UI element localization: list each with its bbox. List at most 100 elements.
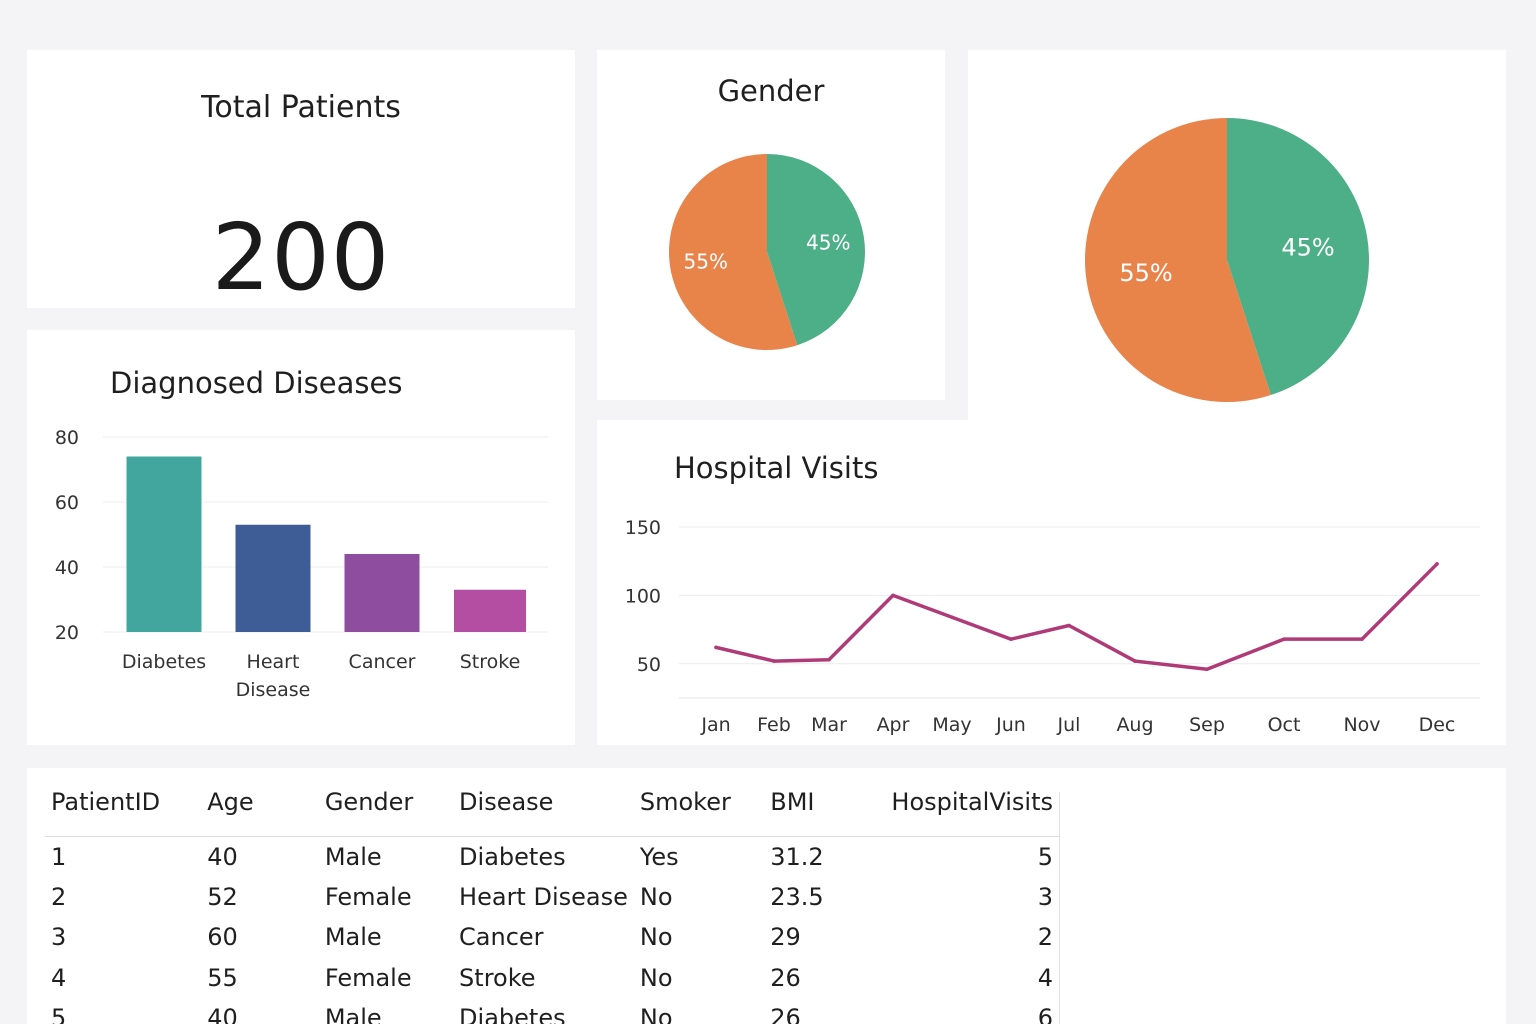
- cell-hospitalvisits: 3: [1037, 882, 1053, 911]
- gender-pie-slice-label: 45%: [806, 230, 850, 254]
- gender-large-pie-chart: 45% 55%: [1085, 118, 1369, 402]
- cell-gender: Male: [324, 923, 382, 952]
- bar-chart-x-label: Stroke: [460, 651, 521, 673]
- bar-chart-x-label: Diabetes: [122, 651, 206, 673]
- hospital-visits-point: [891, 593, 895, 598]
- table-header-row: PatientID Age Gender Disease Smoker BMI …: [45, 768, 1059, 837]
- column-header-patientid[interactable]: PatientID: [45, 768, 202, 837]
- column-header-gender[interactable]: Gender: [318, 768, 454, 837]
- cell-bmi: 26: [770, 1004, 801, 1024]
- cell-bmi: 31.2: [770, 842, 824, 871]
- cell-bmi: 23.5: [770, 882, 824, 911]
- hospital-visits-line-chart: 50 100 150 Jan Feb Mar Apr May Jun Jul Aug Sep Oct No…: [625, 517, 1480, 736]
- table-row[interactable]: 5 40 Male Diabetes No 26 6: [45, 998, 1059, 1024]
- cell-age: 40: [207, 1004, 238, 1024]
- gender-pie-slice: [767, 154, 866, 346]
- line-chart-x-label: Apr: [877, 714, 910, 736]
- line-chart-x-label: Jul: [1057, 714, 1081, 736]
- total-patients-card: Total Patients 200: [27, 50, 575, 308]
- bar-heart-disease: [235, 524, 311, 632]
- cell-patientid: 2: [51, 882, 67, 911]
- line-chart-x-label: Aug: [1116, 714, 1153, 736]
- bar-chart-x-label: Heart: [247, 651, 300, 673]
- hospital-visits-point: [1133, 659, 1137, 663]
- bar-chart-x-label: Disease: [236, 679, 311, 701]
- line-chart-x-label: Dec: [1419, 714, 1456, 736]
- column-header-age[interactable]: Age: [201, 768, 319, 837]
- bar-stroke: [454, 589, 526, 632]
- hospital-visits-point: [1067, 623, 1071, 628]
- column-header-bmi[interactable]: BMI: [764, 768, 873, 837]
- cell-bmi: 29: [770, 923, 801, 952]
- cell-disease: Stroke: [459, 963, 536, 992]
- gender-large-pie-slice: [1227, 118, 1369, 396]
- table-row[interactable]: 3 60 Male Cancer No 29 2: [45, 917, 1059, 958]
- cell-hospitalvisits: 6: [1037, 1004, 1053, 1024]
- line-chart-x-label: Nov: [1343, 714, 1380, 736]
- diagnosed-diseases-title: Diagnosed Diseases: [110, 366, 403, 400]
- bar-diabetes: [126, 456, 202, 632]
- cell-gender: Male: [324, 842, 382, 871]
- hospital-visits-point: [827, 657, 831, 662]
- cell-disease: Heart Disease: [459, 882, 628, 911]
- bar-chart-x-label: Cancer: [349, 651, 416, 673]
- hospital-visits-point: [1435, 562, 1439, 566]
- cell-hospitalvisits: 4: [1037, 963, 1053, 992]
- line-chart-x-label: May: [932, 714, 971, 736]
- gender-large-pie-slice-label: 45%: [1281, 234, 1334, 262]
- cell-disease: Cancer: [459, 923, 544, 952]
- cell-bmi: 26: [770, 963, 801, 992]
- hospital-visits-point: [772, 659, 776, 663]
- cell-age: 52: [207, 882, 238, 911]
- diagnosed-diseases-card: Diagnosed Diseases 20 40 60 80 Diabetes Heart…: [27, 330, 575, 745]
- gender-large-pie-slice: [1085, 118, 1271, 402]
- cell-gender: Female: [324, 882, 412, 911]
- cell-hospitalvisits: 5: [1037, 842, 1053, 871]
- hospital-visits-point: [714, 645, 718, 650]
- total-patients-value: 200: [211, 204, 391, 311]
- cell-smoker: Yes: [639, 842, 679, 871]
- gender-chart-card: Gender 45% 55%: [597, 50, 945, 400]
- hospital-visits-point: [1009, 637, 1013, 641]
- column-header-smoker[interactable]: Smoker: [633, 768, 765, 837]
- gender-large-pie-slice-label: 55%: [1119, 259, 1172, 287]
- bar-chart-y-tick: 20: [55, 622, 79, 644]
- bar-chart-y-tick: 40: [55, 557, 79, 579]
- hospital-visits-point: [950, 615, 954, 620]
- column-header-hospitalvisits[interactable]: HospitalVisits: [872, 768, 1059, 837]
- cell-patientid: 1: [51, 842, 67, 871]
- cell-patientid: 3: [51, 923, 67, 952]
- cell-disease: Diabetes: [459, 842, 566, 871]
- cell-gender: Male: [324, 1004, 382, 1024]
- hospital-visits-series-line: [714, 562, 1439, 672]
- bar-chart-y-tick: 60: [55, 492, 79, 514]
- line-chart-x-label: Oct: [1268, 714, 1301, 736]
- cell-age: 60: [207, 923, 238, 952]
- gender-large-chart-card: 45% 55%: [968, 50, 1506, 454]
- column-header-disease[interactable]: Disease: [453, 768, 634, 837]
- hospital-visits-point: [1205, 667, 1209, 672]
- table-divider: [1059, 792, 1060, 1024]
- cell-hospitalvisits: 2: [1037, 923, 1053, 952]
- line-chart-x-label: Jun: [995, 714, 1026, 736]
- cell-age: 40: [207, 842, 238, 871]
- patients-table: PatientID Age Gender Disease Smoker BMI …: [45, 768, 1059, 1024]
- line-chart-y-tick: 100: [625, 585, 661, 607]
- line-chart-y-tick: 50: [637, 654, 661, 676]
- table-row[interactable]: 1 40 Male Diabetes Yes 31.2 5: [45, 836, 1059, 877]
- bar-cancer: [344, 554, 420, 632]
- line-chart-x-label: Feb: [757, 714, 791, 736]
- gender-chart-title: Gender: [717, 74, 825, 108]
- patients-table-card: PatientID Age Gender Disease Smoker BMI …: [27, 768, 1506, 1024]
- hospital-visits-point: [1282, 637, 1286, 641]
- hospital-visits-title: Hospital Visits: [674, 451, 879, 485]
- cell-smoker: No: [639, 963, 673, 992]
- cell-gender: Female: [324, 963, 412, 992]
- gender-pie-slice-label: 55%: [684, 250, 728, 274]
- table-row[interactable]: 2 52 Female Heart Disease No 23.5 3: [45, 877, 1059, 918]
- table-row[interactable]: 4 55 Female Stroke No 26 4: [45, 958, 1059, 999]
- total-patients-title: Total Patients: [201, 90, 401, 125]
- cell-smoker: No: [639, 1004, 673, 1024]
- cell-disease: Diabetes: [459, 1004, 566, 1024]
- line-chart-x-label: Jan: [700, 714, 730, 736]
